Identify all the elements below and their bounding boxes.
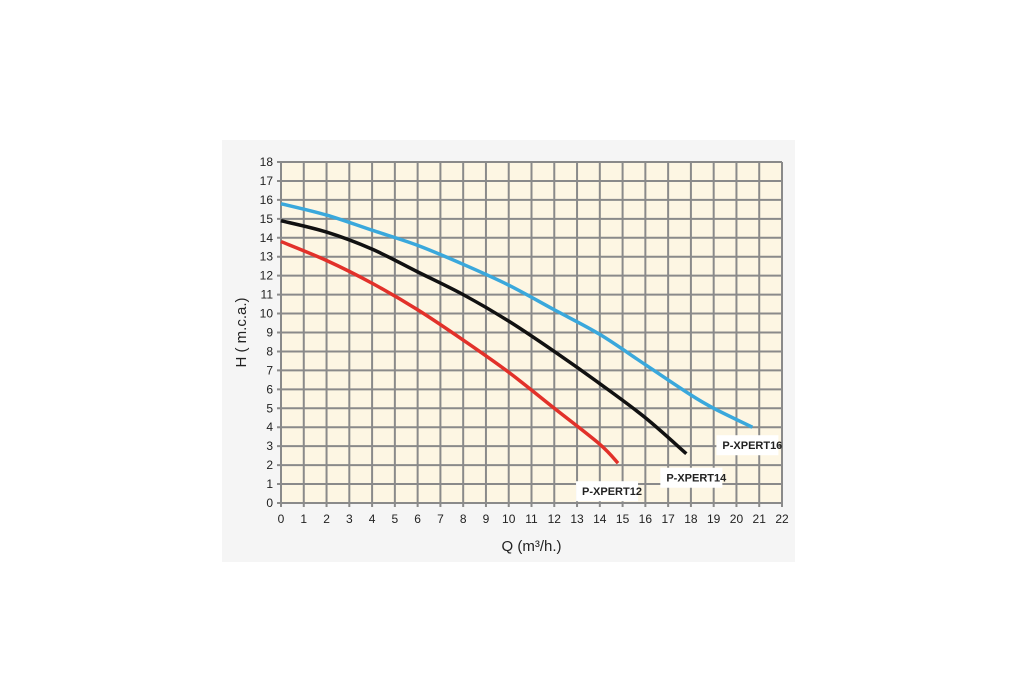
y-tick-label: 12 xyxy=(260,269,274,283)
x-tick-label: 1 xyxy=(300,512,307,526)
y-tick-label: 2 xyxy=(266,458,273,472)
series-label: P-XPERT12 xyxy=(582,486,642,498)
x-tick-label: 8 xyxy=(460,512,467,526)
x-tick-label: 12 xyxy=(548,512,562,526)
x-tick-label: 2 xyxy=(323,512,330,526)
y-tick-label: 18 xyxy=(260,155,274,169)
y-tick-label: 17 xyxy=(260,174,274,188)
x-tick-label: 4 xyxy=(369,512,376,526)
y-tick-label: 8 xyxy=(266,344,273,358)
x-tick-label: 21 xyxy=(753,512,767,526)
x-tick-label: 16 xyxy=(639,512,653,526)
x-tick-label: 6 xyxy=(414,512,421,526)
series-line-p-xpert12 xyxy=(280,239,620,465)
y-tick-label: 10 xyxy=(260,307,274,321)
series-label-bg xyxy=(716,435,779,456)
x-tick-label: 5 xyxy=(392,512,399,526)
y-tick-label: 13 xyxy=(260,250,274,264)
y-axis-label: H ( m.c.a.) xyxy=(233,297,250,367)
grid xyxy=(277,161,783,507)
series-lines xyxy=(280,201,754,465)
x-tick-label: 15 xyxy=(616,512,630,526)
y-tick-label: 3 xyxy=(266,439,273,453)
series-labels: P-XPERT16 P-XPERT14 P-XPERT12 xyxy=(576,435,782,502)
y-tick-label: 9 xyxy=(266,326,273,340)
x-tick-label: 14 xyxy=(593,512,607,526)
x-tick-label: 3 xyxy=(346,512,353,526)
x-tick-label: 11 xyxy=(525,512,538,526)
y-tick-label: 5 xyxy=(266,401,273,415)
series-label: P-XPERT14 xyxy=(666,473,727,485)
pump-curve-chart: 0 1 2 3 4 5 6 7 8 9 10 11 12 13 14 15 16 17 18 19 20 21 220123… xyxy=(233,155,789,555)
y-tick-label: 6 xyxy=(266,382,273,396)
y-tick-label: 16 xyxy=(260,193,274,207)
x-tick-label: 9 xyxy=(483,512,490,526)
x-tick-label: 22 xyxy=(775,512,789,526)
y-tick-label: 7 xyxy=(266,363,273,377)
x-tick-label: 18 xyxy=(684,512,698,526)
chart-panel: 0 1 2 3 4 5 6 7 8 9 10 11 12 13 14 15 16 17 18 19 20 21 22 0 1 2 3… xyxy=(222,140,795,562)
series-label: P-XPERT16 xyxy=(722,440,782,452)
y-tick-label: 11 xyxy=(261,288,274,302)
x-tick-label: 13 xyxy=(570,512,584,526)
x-axis-label: Q (m³/h.) xyxy=(502,538,562,555)
x-tick-label: 7 xyxy=(437,512,444,526)
x-tick-label: 17 xyxy=(661,512,675,526)
y-tick-label: 14 xyxy=(260,231,274,245)
y-tick-label: 1 xyxy=(266,477,273,491)
series-label-bg xyxy=(576,481,639,502)
x-tick-label: 0 xyxy=(278,512,285,526)
y-tick-label: 15 xyxy=(260,212,274,226)
x-tick-label: 20 xyxy=(730,512,744,526)
series-line-p-xpert14 xyxy=(280,219,688,456)
y-tick-label: 0 xyxy=(266,496,273,510)
series-label-bg xyxy=(660,467,723,488)
tick-labels: 0 1 2 3 4 5 6 7 8 9 10 11 12 13 14 15 16 17 18 19 20 21 220123… xyxy=(260,155,789,526)
x-tick-label: 19 xyxy=(707,512,721,526)
series-line-p-xpert16 xyxy=(280,201,754,429)
y-tick-label: 4 xyxy=(266,420,273,434)
x-tick-label: 10 xyxy=(502,512,516,526)
